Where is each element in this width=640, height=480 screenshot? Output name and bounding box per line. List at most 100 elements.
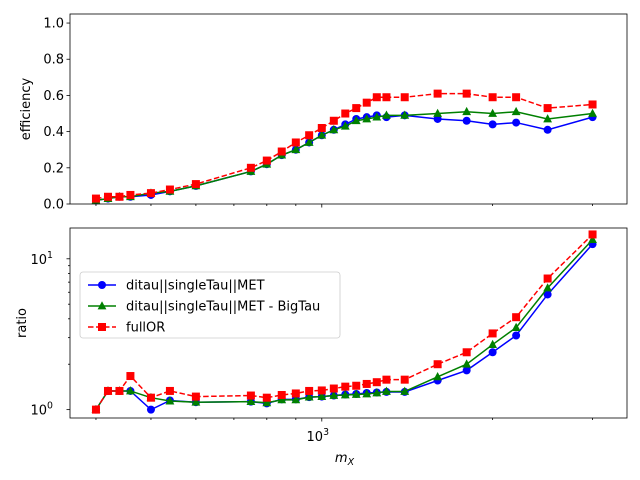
data-point (351, 115, 361, 125)
data-point (317, 124, 326, 132)
data-point (341, 109, 350, 118)
data-point (103, 386, 112, 395)
data-point (488, 93, 497, 102)
data-point (126, 372, 135, 381)
data-point (512, 331, 521, 340)
plot-frame (69, 13, 628, 205)
legend-marker (98, 323, 106, 331)
data-point (351, 389, 361, 398)
data-point (305, 131, 314, 140)
data-point (462, 89, 471, 98)
y-tick-label: 101 (31, 250, 54, 268)
data-point (512, 313, 521, 322)
y-tick-label: 0.8 (43, 53, 64, 68)
data-point (362, 98, 371, 107)
data-point (340, 390, 350, 399)
data-point (488, 348, 497, 357)
data-point (146, 393, 155, 402)
legend-marker (97, 301, 107, 310)
data-point (433, 114, 442, 123)
y-tick-label: 0.0 (43, 198, 64, 213)
data-point (433, 372, 443, 381)
data-point (462, 366, 471, 375)
data-point (462, 359, 472, 368)
data-point (488, 339, 498, 348)
data-point (543, 290, 552, 299)
efficiency-panel: 0.0 0.2 0.4 0.6 0.8 1.0 efficiency (19, 13, 628, 213)
x-tick-label: 103 (307, 427, 330, 445)
data-point (329, 390, 339, 399)
data-point (262, 393, 271, 402)
data-point (317, 391, 327, 400)
data-point (115, 386, 124, 395)
data-point (246, 396, 256, 406)
data-point (277, 147, 286, 156)
data-point (588, 100, 597, 109)
data-point (291, 144, 301, 154)
data-point (382, 110, 391, 119)
data-point (341, 382, 350, 391)
data-point (382, 386, 391, 395)
y-tick-label: 1.0 (43, 17, 64, 32)
data-point (191, 392, 200, 401)
data-point (588, 108, 597, 117)
data-point (372, 112, 382, 121)
data-point (165, 386, 174, 395)
data-point (317, 130, 327, 139)
y-tick-label: 0.6 (43, 89, 64, 104)
y-tick-label: 0.2 (43, 161, 64, 176)
data-point (246, 163, 255, 172)
legend: ditau||singleTau||MET ditau||singleTau||M… (79, 271, 341, 339)
data-point (362, 389, 372, 398)
data-point (262, 397, 272, 407)
data-point (103, 192, 112, 201)
data-point (191, 180, 200, 189)
data-point (304, 137, 314, 146)
data-point (277, 391, 286, 400)
data-point (462, 348, 471, 357)
data-point (543, 274, 552, 283)
data-point (543, 114, 553, 123)
data-point (512, 118, 521, 127)
data-point (372, 388, 382, 397)
legend-box (79, 271, 341, 339)
data-point (115, 192, 124, 201)
ratio-panel: 100 101 ratio 103 mX ditau||singleTau||METdit… (15, 227, 628, 468)
data-point (511, 322, 521, 331)
x-axis-label: mX (335, 451, 355, 468)
data-point (126, 386, 135, 395)
data-point (291, 395, 301, 404)
data-point (512, 93, 521, 102)
legend-label: ditau||singleTau||MET - BigTau (126, 300, 320, 315)
data-point (462, 106, 472, 116)
data-point (488, 108, 498, 117)
data-point (488, 120, 497, 129)
data-point (543, 104, 552, 113)
data-point (372, 93, 381, 102)
data-point (165, 185, 174, 194)
data-point (400, 386, 410, 395)
data-point (382, 93, 391, 102)
data-point (352, 381, 361, 390)
data-point (146, 405, 155, 414)
legend-marker (98, 281, 106, 289)
data-point (362, 114, 372, 123)
data-point (262, 156, 271, 165)
data-point (400, 93, 409, 102)
data-point (91, 194, 100, 203)
data-point (91, 405, 100, 414)
data-point (543, 283, 553, 292)
data-point (317, 386, 326, 395)
data-point (400, 375, 409, 384)
data-point (126, 190, 135, 199)
data-point (400, 110, 410, 119)
data-point (340, 121, 350, 130)
data-point (305, 386, 314, 395)
data-point (191, 397, 201, 406)
y-tick-label: 100 (31, 401, 54, 419)
legend-label: fullOR (126, 321, 165, 336)
data-point (543, 125, 552, 134)
data-point (511, 106, 521, 116)
y-axis-label: ratio (15, 308, 30, 338)
data-point (382, 375, 391, 384)
